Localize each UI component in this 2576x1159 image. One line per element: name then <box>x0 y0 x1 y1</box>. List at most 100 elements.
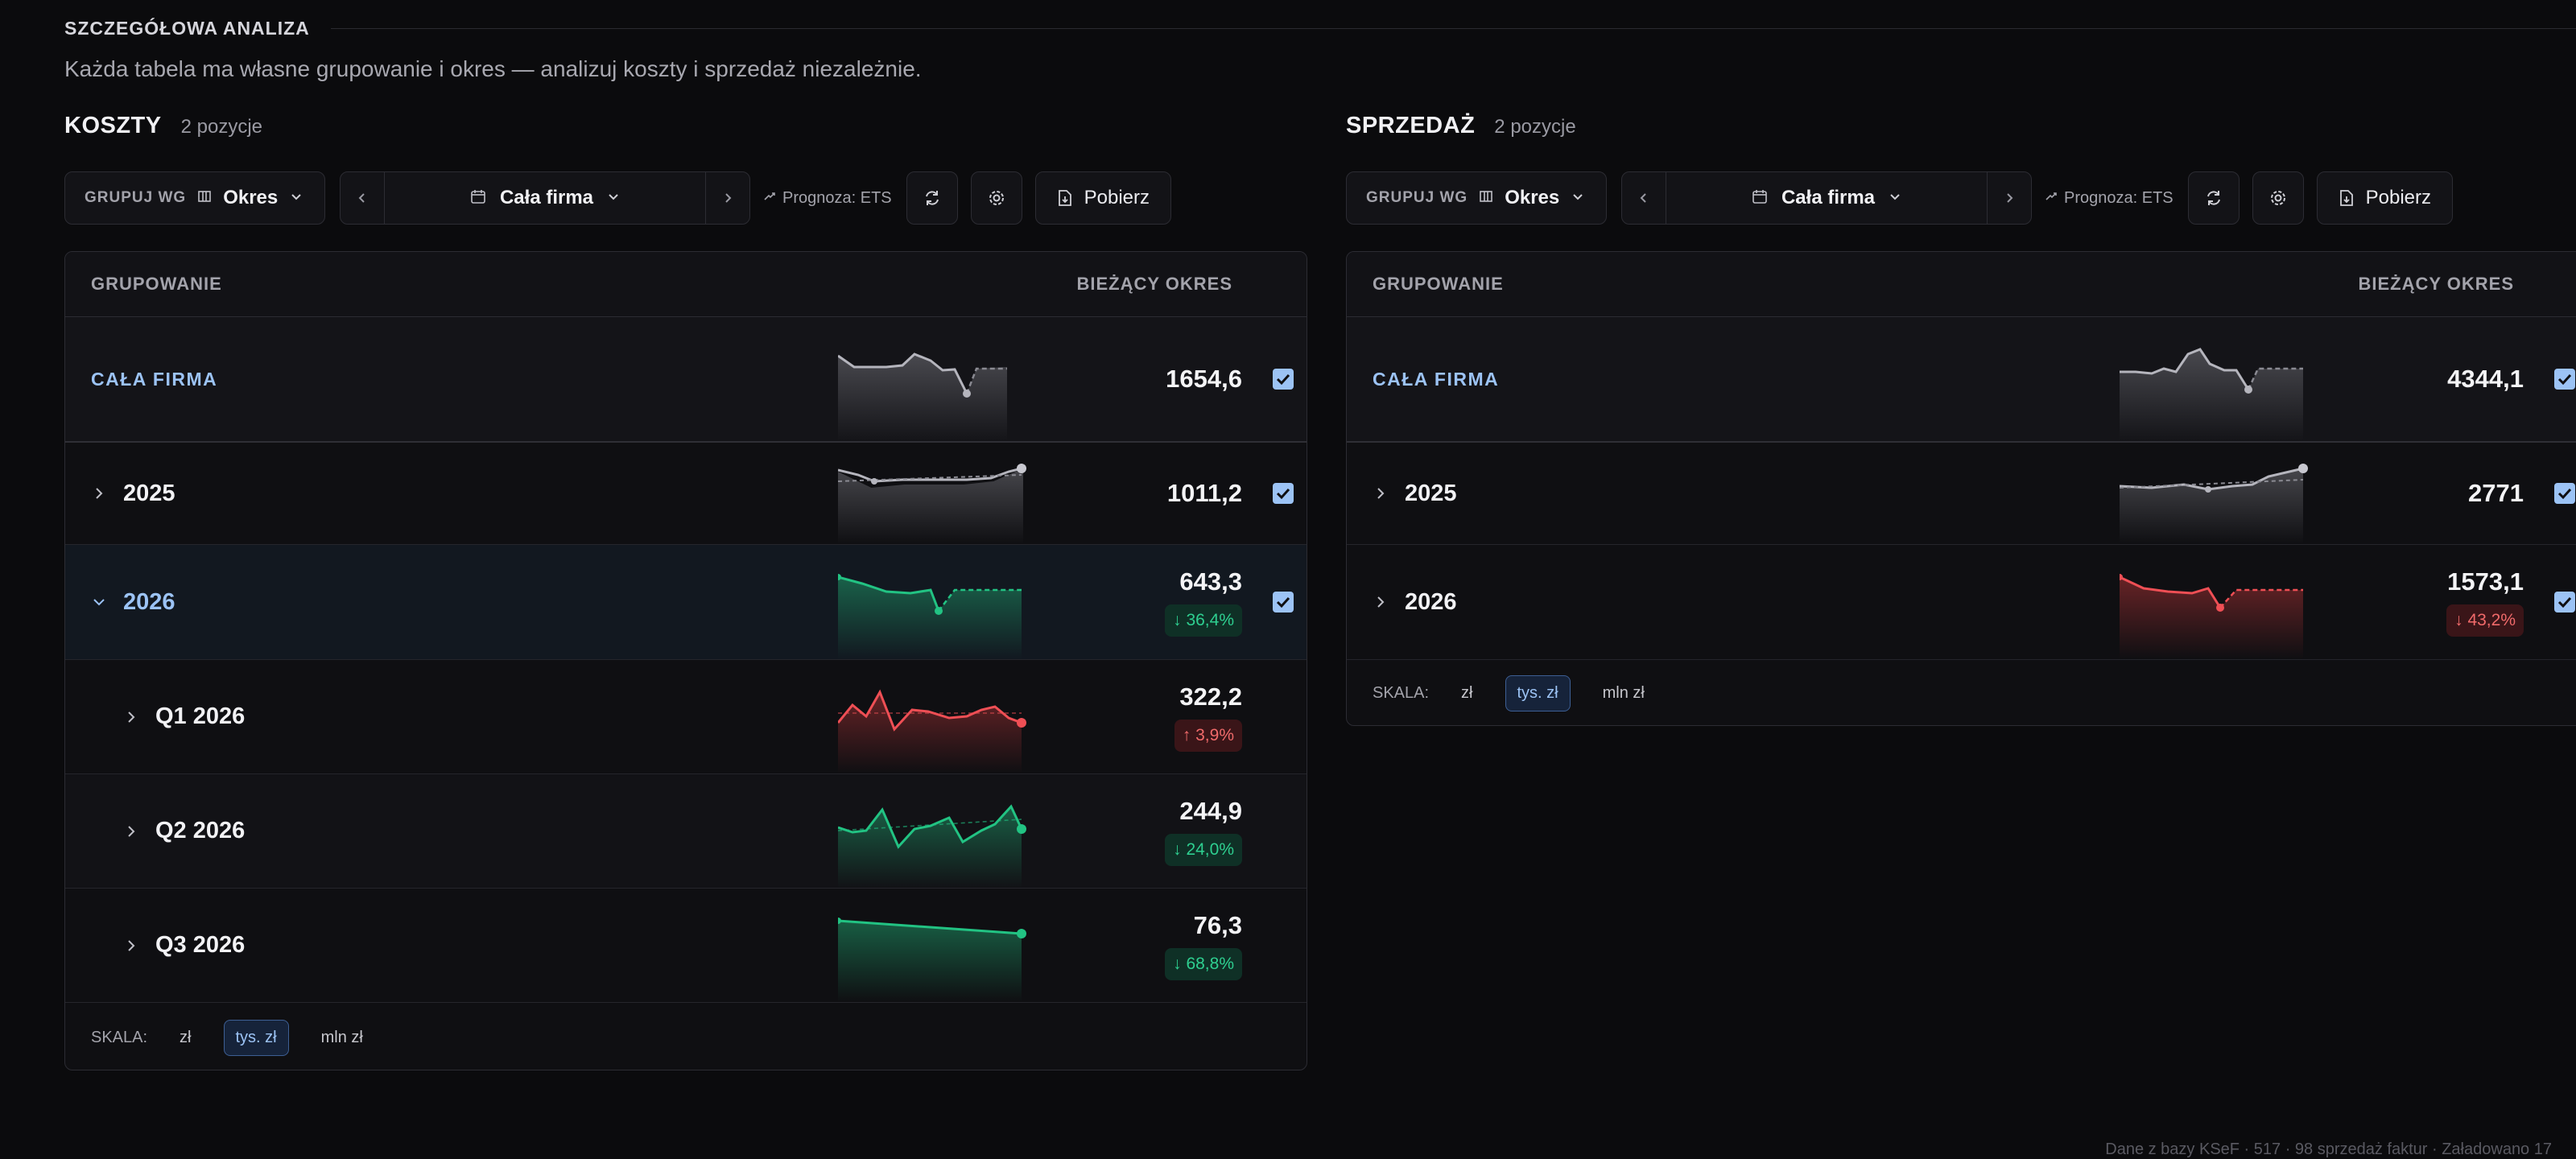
chevron-right-icon[interactable] <box>91 486 107 501</box>
scale-option-mln-zl[interactable]: mln zł <box>1602 683 1645 702</box>
chevron-down-icon <box>606 189 621 208</box>
row-value-cell: 2771 <box>2468 443 2524 544</box>
row-label: Q3 2026 <box>155 932 246 958</box>
refresh-button[interactable] <box>2187 171 2240 225</box>
scale-option-zl[interactable]: zł <box>1461 683 1473 702</box>
prev-period-button[interactable] <box>1622 172 1666 224</box>
row-value: 2771 <box>2468 479 2524 507</box>
table-header: GRUPOWANIE BIEŻĄCY OKRES <box>65 252 1307 317</box>
table-row-2026[interactable]: 2026 1573,1 ↓ 43,2% <box>1347 545 2576 660</box>
sparkline <box>838 774 1039 888</box>
chevron-left-icon <box>1640 193 1646 203</box>
row-label: CAŁA FIRMA <box>1373 368 1500 390</box>
group-by-label: GRUPUJ WG <box>1366 189 1468 206</box>
download-button[interactable]: Pobierz <box>2316 171 2453 225</box>
chevron-right-icon <box>725 193 732 203</box>
row-label: CAŁA FIRMA <box>91 368 218 390</box>
period-dropdown[interactable]: Cała firma <box>1666 187 1987 209</box>
row-value-cell: 1654,6 <box>1166 317 1242 441</box>
row-checkbox[interactable] <box>2554 483 2575 504</box>
next-period-button[interactable] <box>1987 172 2031 224</box>
col-current-header: BIEŻĄCY OKRES <box>1076 274 1232 294</box>
scale-option-tys-zl[interactable]: tys. zł <box>1505 674 1571 711</box>
table-row-2025[interactable]: 2025 2771 <box>1347 443 2576 545</box>
chevron-down-icon[interactable] <box>91 596 107 608</box>
sales-title: SPRZEDAŻ <box>1346 113 1476 138</box>
table-row-total[interactable]: CAŁA FIRMA 1654,6 <box>65 317 1307 443</box>
scale-selector: SKALA: zł tys. zł mln zł <box>65 1005 1307 1070</box>
row-value: 76,3 <box>1193 910 1242 939</box>
group-by-select[interactable]: GRUPUJ WG Okres <box>64 171 325 225</box>
chevron-down-icon <box>289 189 303 208</box>
refresh-button[interactable] <box>906 171 958 225</box>
refresh-icon <box>925 191 939 205</box>
sales-toolbar: GRUPUJ WG Okres Cała firma Prognoza: ETS <box>1346 171 2453 225</box>
forecast-label: Prognoza: ETS <box>2064 188 2174 207</box>
period-value: Cała firma <box>499 187 594 208</box>
row-checkbox[interactable] <box>1273 592 1294 612</box>
table-row-q2-2026[interactable]: Q2 2026 244,9 ↓ 24,0% <box>65 774 1307 889</box>
row-label: 2025 <box>1405 480 1457 506</box>
row-value: 244,9 <box>1179 796 1242 825</box>
row-value-cell: 1573,1 ↓ 43,2% <box>2446 545 2524 659</box>
group-by-label: GRUPUJ WG <box>85 189 187 206</box>
scale-option-tys-zl[interactable]: tys. zł <box>223 1019 289 1056</box>
section-title: SZCZEGÓŁOWA ANALIZA <box>64 18 310 39</box>
sparkline <box>838 443 1039 544</box>
chevron-right-icon[interactable] <box>1373 486 1389 501</box>
sales-panel-title: SPRZEDAŻ 2 pozycje <box>1346 113 2576 145</box>
scale-option-zl[interactable]: zł <box>180 1028 192 1046</box>
gear-icon <box>2270 191 2285 205</box>
change-badge: ↓ 43,2% <box>2446 604 2524 637</box>
sales-count: 2 pozycje <box>1494 116 1576 138</box>
chevron-right-icon[interactable] <box>1373 595 1389 609</box>
scale-label: SKALA: <box>1373 683 1430 702</box>
chevron-right-icon[interactable] <box>123 824 139 839</box>
row-value-cell: 244,9 ↓ 24,0% <box>1165 774 1242 888</box>
settings-button[interactable] <box>970 171 1022 225</box>
next-period-button[interactable] <box>705 172 749 224</box>
period-dropdown[interactable]: Cała firma <box>385 187 705 209</box>
section-divider <box>330 28 2576 29</box>
group-by-value: Okres <box>1505 187 1560 208</box>
row-checkbox[interactable] <box>2554 369 2575 390</box>
forecast-label: Prognoza: ETS <box>782 188 892 207</box>
change-badge: ↓ 36,4% <box>1165 604 1242 637</box>
sparkline <box>2120 443 2321 544</box>
table-row-2026[interactable]: 2026 643,3 ↓ 36,4% <box>65 545 1307 660</box>
chevron-left-icon <box>358 193 365 203</box>
sparkline <box>2120 545 2321 659</box>
chevron-right-icon[interactable] <box>123 938 139 953</box>
row-label-wrap: 2026 <box>1373 545 1457 659</box>
period-value: Cała firma <box>1781 187 1876 208</box>
table-row-total[interactable]: CAŁA FIRMA 4344,1 <box>1347 317 2576 443</box>
chevron-right-icon <box>2007 193 2013 203</box>
chevron-right-icon[interactable] <box>123 710 139 724</box>
row-value-cell: 4344,1 <box>2447 317 2524 441</box>
sales-panel: SPRZEDAŻ 2 pozycje GRUPUJ WG Okres Cała … <box>1346 113 2576 726</box>
row-label-wrap: Q2 2026 <box>123 774 245 888</box>
forecast-toggle[interactable]: Prognoza: ETS <box>763 189 892 208</box>
sparkline <box>838 317 1039 441</box>
file-download-icon <box>1058 190 1071 206</box>
row-checkbox[interactable] <box>1273 369 1294 390</box>
table-row-q3-2026[interactable]: Q3 2026 76,3 ↓ 68,8% <box>65 889 1307 1003</box>
row-label: Q1 2026 <box>155 703 246 729</box>
forecast-toggle[interactable]: Prognoza: ETS <box>2045 189 2174 208</box>
table-row-q1-2026[interactable]: Q1 2026 322,2 ↑ 3,9% <box>65 660 1307 774</box>
chevron-down-icon <box>1571 189 1585 208</box>
settings-button[interactable] <box>2252 171 2304 225</box>
calendar-icon <box>469 188 487 209</box>
col-group-header: GRUPOWANIE <box>1373 274 1504 294</box>
group-by-select[interactable]: GRUPUJ WG Okres <box>1346 171 1607 225</box>
change-badge: ↑ 3,9% <box>1174 719 1242 752</box>
download-button[interactable]: Pobierz <box>1034 171 1171 225</box>
costs-table: GRUPOWANIE BIEŻĄCY OKRES CAŁA FIRMA 1654… <box>64 251 1307 1070</box>
prev-period-button[interactable] <box>341 172 385 224</box>
table-row-2025[interactable]: 2025 1011,2 <box>65 443 1307 545</box>
scale-option-mln-zl[interactable]: mln zł <box>320 1028 363 1046</box>
section-header: SZCZEGÓŁOWA ANALIZA <box>64 18 2576 39</box>
row-checkbox[interactable] <box>2554 592 2575 612</box>
row-checkbox[interactable] <box>1273 483 1294 504</box>
costs-panel-title: KOSZTY 2 pozycje <box>64 113 1307 145</box>
